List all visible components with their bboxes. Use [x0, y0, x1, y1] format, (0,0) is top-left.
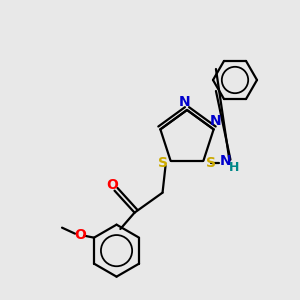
- Text: O: O: [74, 228, 86, 242]
- Text: H: H: [229, 161, 240, 174]
- Text: O: O: [106, 178, 119, 192]
- Text: S: S: [206, 156, 217, 170]
- Text: N: N: [210, 114, 221, 128]
- Text: N: N: [220, 154, 231, 168]
- Text: S: S: [158, 156, 167, 170]
- Text: N: N: [179, 95, 191, 109]
